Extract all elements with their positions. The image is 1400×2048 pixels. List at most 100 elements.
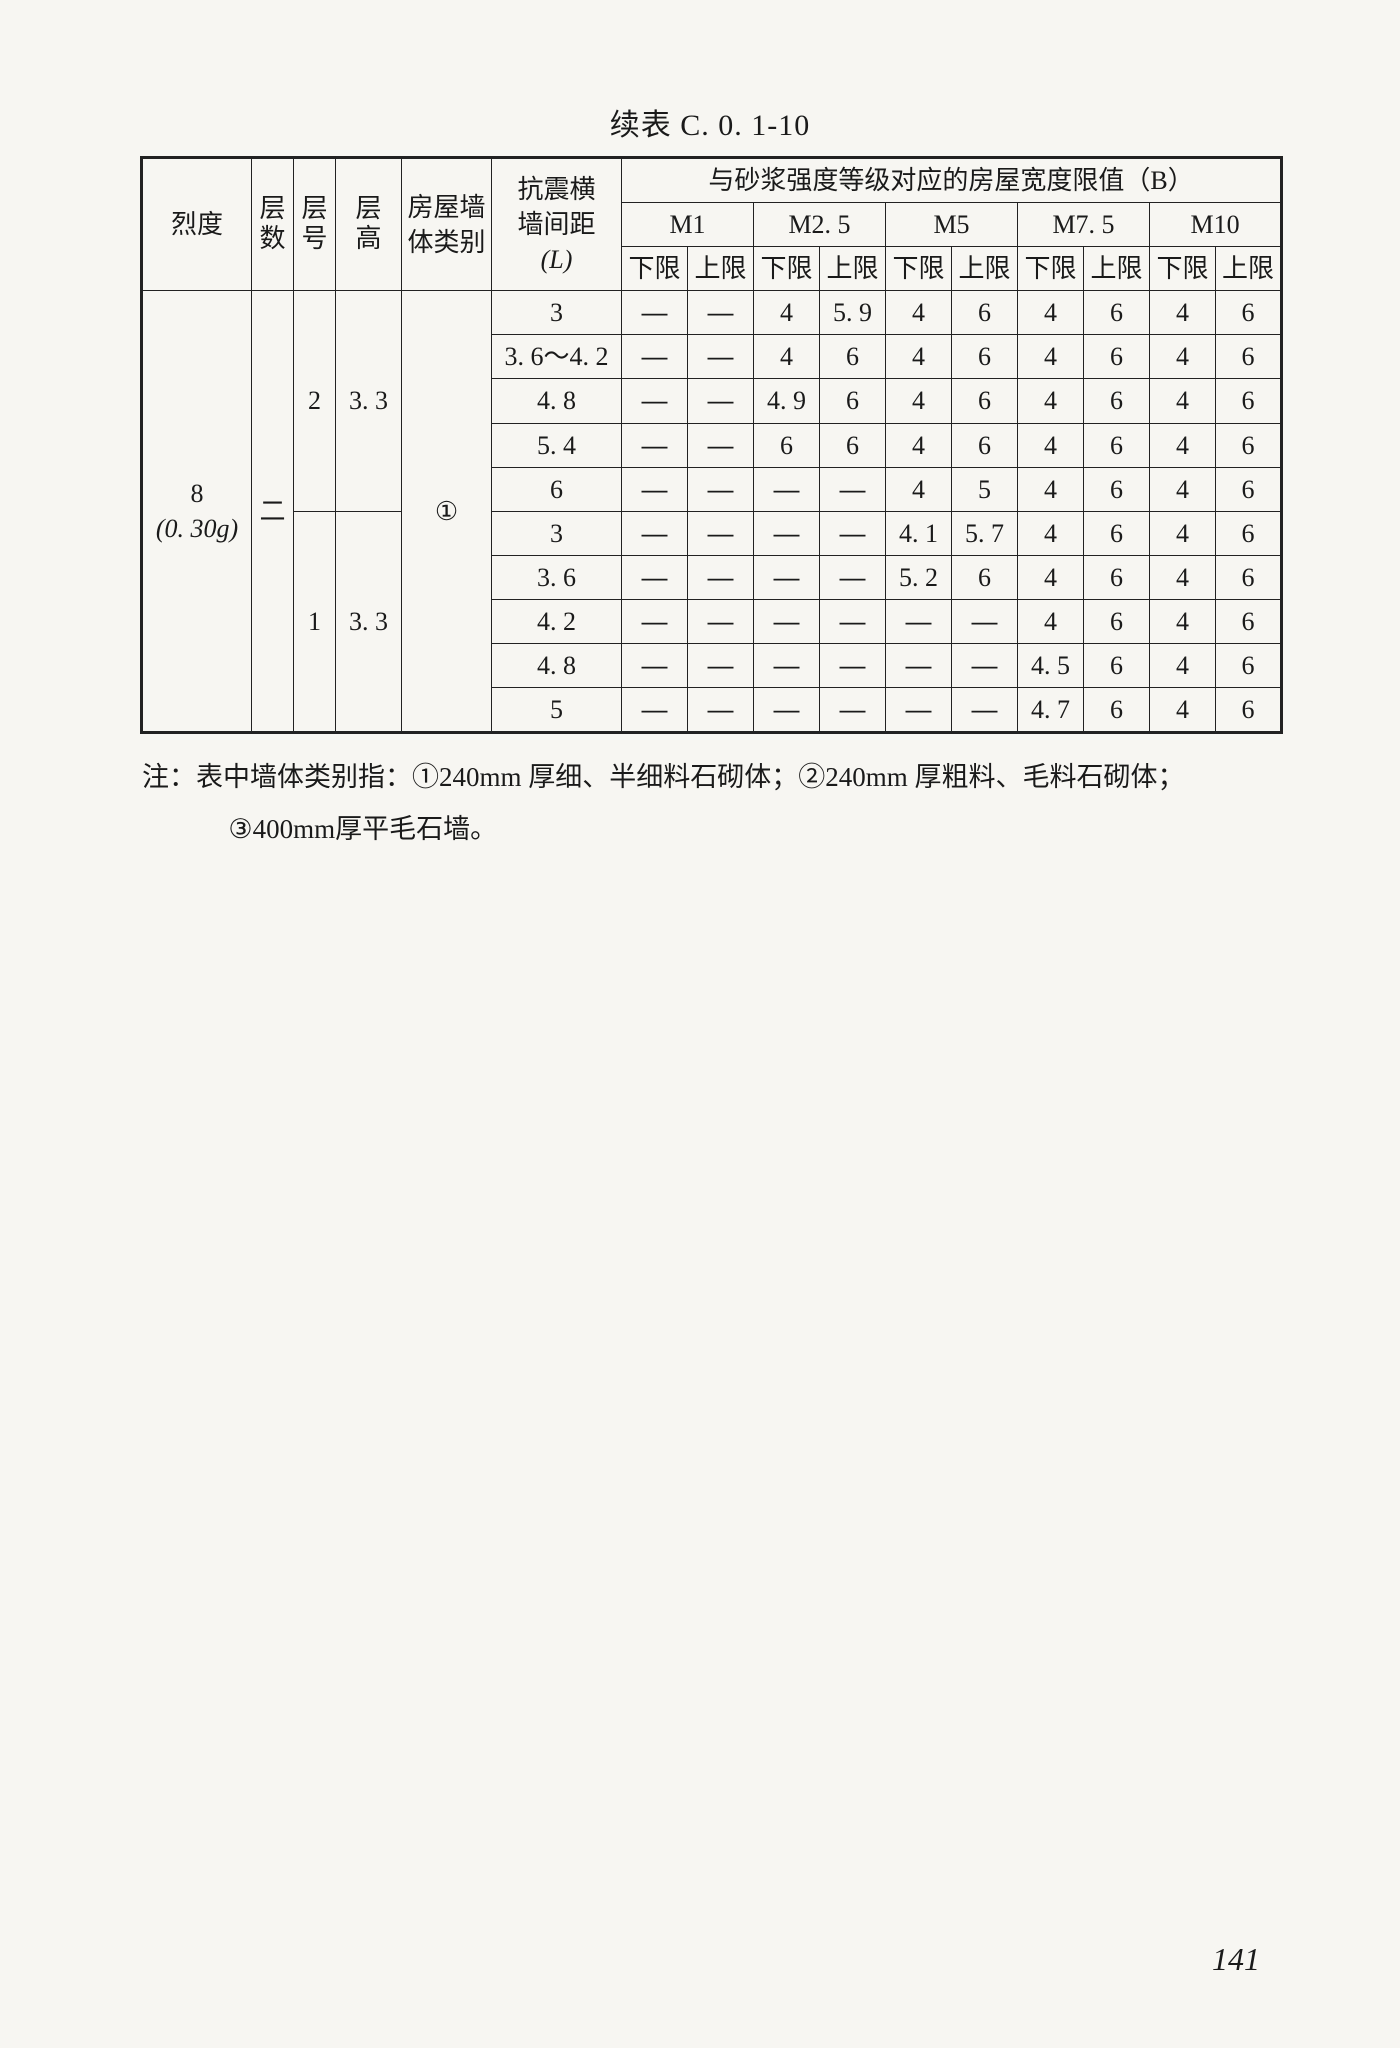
cell: 4 [1150,379,1216,423]
cell: 6 [1084,335,1150,379]
grade-m5: M5 [886,203,1018,247]
cell-L: 3 [492,291,622,335]
cell: 4 [1150,644,1216,688]
m1-upper: 上限 [688,247,754,291]
cell: 4 [754,335,820,379]
cell: 4 [1018,599,1084,643]
cell: 6 [820,423,886,467]
cell: 6 [1084,379,1150,423]
cell: 6 [1216,467,1282,511]
cell-L: 3. 6 [492,555,622,599]
grade-m1: M1 [622,203,754,247]
cell: 6 [1216,423,1282,467]
cell: 4 [1018,511,1084,555]
cell-L: 3 [492,511,622,555]
col-L: 抗震横 墙间距 (L) [492,158,622,291]
cell: — [688,644,754,688]
cell: 6 [1084,467,1150,511]
cell: 6 [1084,423,1150,467]
cell-cenggao: 3. 3 [336,291,402,511]
cell: 6 [952,335,1018,379]
cell: 4 [1018,555,1084,599]
m5-lower: 下限 [886,247,952,291]
cell: 6 [820,335,886,379]
cell: — [754,467,820,511]
cell: 6 [952,291,1018,335]
cell: — [622,644,688,688]
table-row: 8 (0. 30g) 二 2 3. 3 ① 3 — — 4 5. 9 4 6 4… [142,291,1282,335]
cell: 6 [1084,291,1150,335]
cell: — [886,599,952,643]
cell: 4 [1150,511,1216,555]
cell-L: 4. 8 [492,379,622,423]
cell-cengshu: 二 [252,291,294,733]
cell: 5. 2 [886,555,952,599]
cell: 4 [886,467,952,511]
cell: 4 [886,335,952,379]
cell: — [820,599,886,643]
cell: 4 [1150,599,1216,643]
cell: 6 [1216,335,1282,379]
cell: — [622,467,688,511]
cell: 4 [1018,467,1084,511]
cell: — [754,644,820,688]
cell: 4 [1150,335,1216,379]
cell: 6 [952,555,1018,599]
cell: 6 [952,379,1018,423]
page: 续表 C. 0. 1-10 烈度 层数 层号 层高 房屋墙 体类别 抗震横 墙间… [0,0,1400,2048]
cell: 6 [1084,644,1150,688]
cell: 4. 1 [886,511,952,555]
footnote: 注：表中墙体类别指：①240mm 厚细、半细料石砌体；②240mm 厚粗料、毛料… [140,752,1280,855]
cell: — [754,599,820,643]
cell: — [688,335,754,379]
grade-m25: M2. 5 [754,203,886,247]
cell: 6 [1216,644,1282,688]
cell-cenghao: 1 [294,511,336,732]
cell: — [820,467,886,511]
cell: 6 [1216,291,1282,335]
cell: — [622,555,688,599]
col-cengshu: 层数 [252,158,294,291]
m1-lower: 下限 [622,247,688,291]
cell: 6 [1216,379,1282,423]
cell: — [820,555,886,599]
cell: — [754,555,820,599]
cell: — [688,511,754,555]
data-table: 烈度 层数 层号 层高 房屋墙 体类别 抗震横 墙间距 (L) 与砂浆强度等级对… [140,156,1283,734]
table-title: 续表 C. 0. 1-10 [140,100,1280,144]
cell: — [622,511,688,555]
cell-L: 6 [492,467,622,511]
cell: — [952,599,1018,643]
note-line2: ③400mm厚平毛石墙。 [228,814,497,844]
cell: — [820,688,886,733]
cell: — [622,423,688,467]
cell: 4 [886,423,952,467]
cell: 4 [1150,423,1216,467]
cell: 4 [1018,423,1084,467]
cell: — [622,379,688,423]
cell: 4 [1150,467,1216,511]
cell: — [688,555,754,599]
cell: 6 [952,423,1018,467]
cell: 6 [1084,555,1150,599]
grade-m75: M7. 5 [1018,203,1150,247]
col-qiangti: 房屋墙 体类别 [402,158,492,291]
cell: — [688,291,754,335]
cell: 6 [1084,599,1150,643]
cell: 4 [1150,688,1216,733]
cell: 6 [820,379,886,423]
cell: 6 [1216,511,1282,555]
cell-L: 4. 8 [492,644,622,688]
cell: 6 [1216,555,1282,599]
m25-lower: 下限 [754,247,820,291]
cell-cenggao: 3. 3 [336,511,402,732]
cell: — [688,599,754,643]
cell: 6 [1216,599,1282,643]
cell: — [688,423,754,467]
col-cenggao: 层高 [336,158,402,291]
cell: — [688,379,754,423]
cell: — [820,511,886,555]
cell: — [622,335,688,379]
col-B-header: 与砂浆强度等级对应的房屋宽度限值（B） [622,158,1282,203]
m10-lower: 下限 [1150,247,1216,291]
